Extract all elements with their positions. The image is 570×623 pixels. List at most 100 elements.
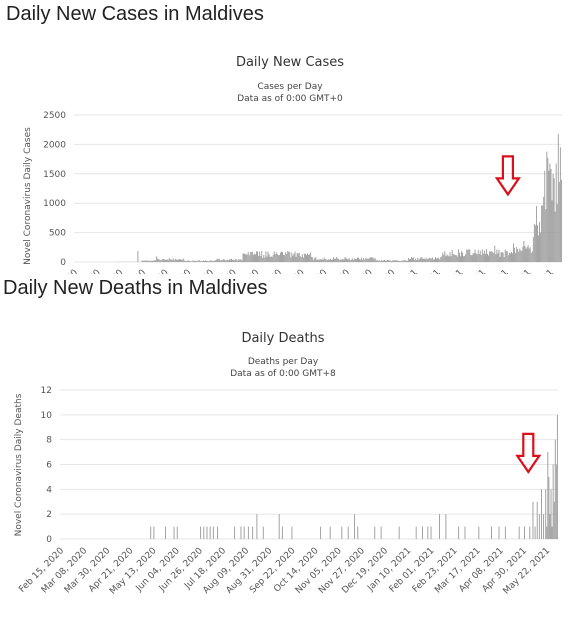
cases-bar <box>331 259 332 262</box>
cases-bar <box>343 259 345 262</box>
cases-bar <box>481 249 483 262</box>
cases-bar <box>454 255 456 262</box>
cases-bar <box>297 253 299 262</box>
cases-bar <box>341 259 343 262</box>
cases-bar <box>551 200 553 262</box>
cases-y-axis-label: Novel Coronavirus Daily Cases <box>23 127 33 265</box>
cases-bar <box>560 179 562 262</box>
cases-bar <box>426 259 428 262</box>
cases-bar <box>470 254 472 262</box>
cases-bar <box>540 232 542 262</box>
cases-bar <box>143 260 145 262</box>
cases-bar <box>432 259 434 262</box>
cases-bar <box>232 259 234 262</box>
cases-bar <box>207 261 209 262</box>
cases-bar <box>267 251 269 262</box>
cases-bar <box>251 251 253 262</box>
cases-x-tick-label: 20 <box>337 268 352 274</box>
deaths-y-tick-label: 6 <box>46 461 52 471</box>
cases-bar <box>212 261 214 262</box>
cases-x-tick-label: 20 <box>269 268 284 274</box>
cases-bar <box>285 252 287 262</box>
cases-bar <box>519 248 521 262</box>
cases-bar <box>497 253 499 262</box>
cases-bar <box>194 261 196 262</box>
cases-bar <box>471 255 473 262</box>
cases-bar <box>217 259 219 262</box>
cases-bar <box>402 260 404 262</box>
cases-bar <box>245 254 247 262</box>
cases-bar <box>554 211 556 262</box>
cases-bar <box>169 259 171 262</box>
cases-bar <box>221 260 223 262</box>
cases-bar <box>451 250 453 262</box>
cases-bar <box>527 245 529 262</box>
cases-bar <box>439 259 441 262</box>
deaths-bar <box>532 501 534 539</box>
cases-bar <box>234 260 236 262</box>
cases-bar <box>444 251 446 262</box>
cases-bar <box>273 251 275 262</box>
cases-bar <box>412 257 414 262</box>
cases-highlight-arrow-icon <box>494 155 521 197</box>
cases-bar <box>157 258 159 262</box>
cases-bar <box>502 252 504 262</box>
deaths-page-heading: Daily New Deaths in Maldives <box>3 277 268 299</box>
deaths-bar <box>504 526 506 539</box>
deaths-bar <box>243 526 245 539</box>
daily-deaths-chart: Daily Deaths Deaths per Day Data as of 0… <box>14 331 558 597</box>
cases-bar <box>368 258 370 262</box>
cases-bar <box>265 251 267 262</box>
cases-bar <box>367 258 369 262</box>
deaths-y-tick-label: 10 <box>41 411 53 421</box>
cases-bar <box>546 151 548 262</box>
cases-bar <box>448 256 450 262</box>
deaths-bar <box>200 526 202 539</box>
cases-bar <box>277 255 279 262</box>
cases-chart-subtitle: Cases per Day <box>257 82 323 92</box>
deaths-bar <box>553 501 555 539</box>
cases-bar <box>414 260 416 262</box>
cases-bar <box>450 256 452 262</box>
cases-bar <box>348 258 350 262</box>
cases-bar <box>206 260 208 262</box>
deaths-bar <box>556 414 558 539</box>
cases-bar <box>508 252 510 262</box>
cases-x-tick-label: 20 <box>133 268 148 274</box>
deaths-bar <box>545 489 547 539</box>
cases-bar <box>503 257 505 262</box>
cases-bar <box>530 252 532 262</box>
cases-bar <box>555 163 557 262</box>
cases-x-tick-label: 20 <box>382 268 397 274</box>
cases-bar <box>359 259 360 262</box>
cases-bar <box>193 260 195 262</box>
deaths-bar <box>247 526 249 539</box>
cases-bar <box>458 252 460 262</box>
cases-bar <box>182 259 184 262</box>
cases-bar <box>446 254 448 262</box>
cases-bar <box>361 257 363 262</box>
cases-bar <box>269 256 271 262</box>
cases-bar <box>423 258 425 262</box>
cases-bar <box>290 257 292 262</box>
cases-bar <box>547 157 549 262</box>
cases-x-tick-label: 21 <box>496 268 511 274</box>
deaths-bar <box>524 526 525 539</box>
cases-bar <box>317 259 319 262</box>
cases-y-tick-label: 1000 <box>43 199 66 209</box>
deaths-y-tick-label: 8 <box>46 436 52 446</box>
cases-bar <box>302 257 304 262</box>
cases-bar <box>226 259 228 262</box>
cases-bar <box>190 261 192 262</box>
cases-bar <box>272 254 274 262</box>
cases-bar <box>155 260 157 262</box>
cases-bar <box>239 259 241 262</box>
deaths-bar <box>427 526 429 539</box>
cases-bar <box>466 249 468 262</box>
cases-y-tick-label: 2500 <box>43 111 66 121</box>
cases-bar <box>409 259 410 262</box>
cases-bar <box>388 260 390 262</box>
cases-chart-title: Daily New Cases <box>236 55 344 70</box>
cases-bar <box>200 261 202 262</box>
deaths-bar <box>546 526 548 539</box>
